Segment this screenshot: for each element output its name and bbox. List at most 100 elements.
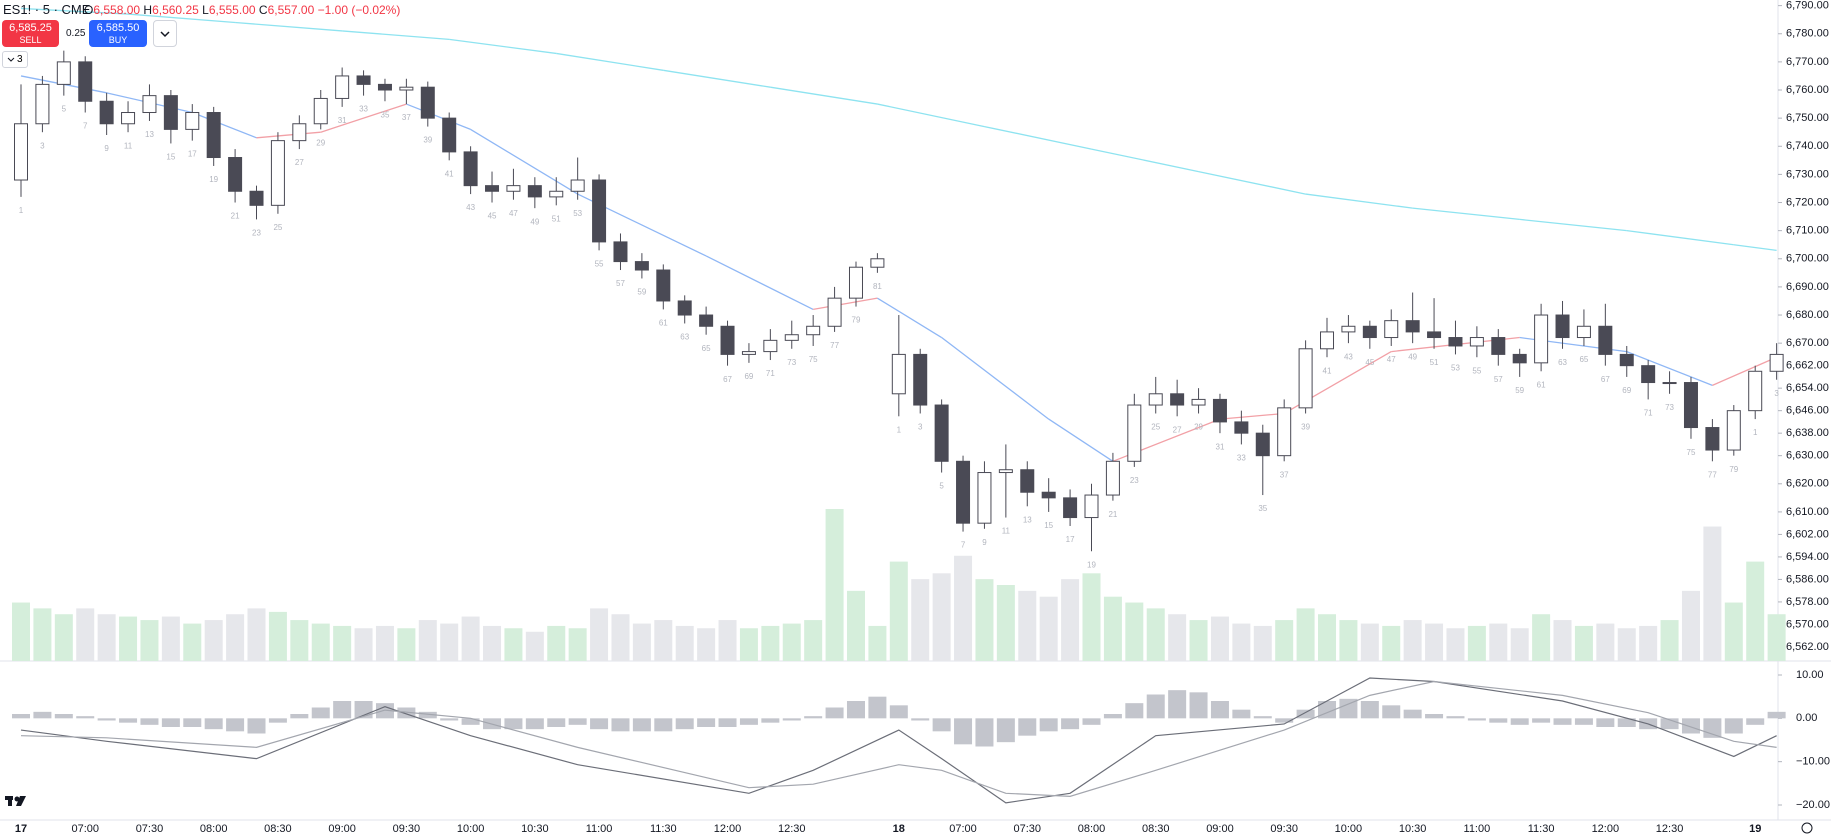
candle-body xyxy=(1320,331,1335,350)
bar-number: 11 xyxy=(1002,527,1011,536)
candle-body xyxy=(1191,398,1206,406)
volume-bar xyxy=(911,579,930,661)
candle-body xyxy=(14,123,28,181)
macd-histogram xyxy=(418,711,437,719)
bar-number: 35 xyxy=(1258,504,1267,513)
bar-number: 37 xyxy=(402,113,411,122)
y-tick-label: 6,790.00 xyxy=(1786,0,1829,12)
order-menu[interactable] xyxy=(153,20,177,47)
volume-bar xyxy=(33,608,52,661)
buy-button[interactable]: 6,585.50 BUY xyxy=(89,20,147,47)
bar-number: 71 xyxy=(1644,409,1653,418)
candle-body xyxy=(1277,407,1292,457)
y-tick-label: −20.00 xyxy=(1796,799,1830,811)
candle-body xyxy=(99,100,114,125)
macd-histogram xyxy=(1125,703,1144,719)
bar-number: 17 xyxy=(188,150,197,159)
volume-bar xyxy=(1189,620,1208,661)
macd-histogram xyxy=(1275,718,1294,723)
y-tick-label: 6,730.00 xyxy=(1786,168,1829,180)
bar-number: 75 xyxy=(1687,448,1696,457)
volume-bar xyxy=(1125,602,1144,661)
bar-number: 35 xyxy=(381,110,390,119)
x-tick-label: 10:00 xyxy=(1335,823,1363,835)
bar-number: 3 xyxy=(1774,389,1779,398)
bar-number: 19 xyxy=(1087,560,1096,569)
volume-bar xyxy=(354,628,373,661)
bar-number: 53 xyxy=(573,209,582,218)
y-tick-label: 6,720.00 xyxy=(1786,196,1829,208)
bar-number: 43 xyxy=(1344,352,1353,361)
volume-bar xyxy=(418,620,437,661)
volume-bar xyxy=(1318,614,1337,661)
legend-key: C xyxy=(258,3,268,17)
macd-histogram xyxy=(654,718,673,732)
bar-number: 15 xyxy=(1044,521,1053,530)
macd-histogram xyxy=(119,718,138,723)
macd-histogram xyxy=(1360,701,1379,719)
candle-body xyxy=(848,266,863,299)
bar-number: 55 xyxy=(1472,366,1481,375)
volume-bar xyxy=(1681,590,1700,661)
x-tick-label: 12:30 xyxy=(778,823,806,835)
candle-body xyxy=(913,353,928,406)
bar-number: 39 xyxy=(1301,423,1310,432)
moving-average xyxy=(877,297,942,339)
volume-bar xyxy=(975,579,994,661)
x-tick-label: 08:00 xyxy=(1078,823,1106,835)
bar-number: 25 xyxy=(273,223,282,232)
settings-icon[interactable] xyxy=(1801,822,1813,834)
bar-number: 5 xyxy=(939,482,944,491)
candle-body xyxy=(1427,331,1442,339)
candle-body xyxy=(442,117,457,153)
macd-histogram xyxy=(718,718,737,727)
candle-body xyxy=(934,404,949,462)
candle-body xyxy=(35,83,50,125)
candle-body xyxy=(1105,460,1120,496)
y-tick-label: 6,690.00 xyxy=(1786,281,1829,293)
y-tick-label: 6,630.00 xyxy=(1786,450,1829,462)
candle-body xyxy=(870,258,885,268)
macd-histogram xyxy=(1446,716,1465,719)
macd-histogram xyxy=(161,718,180,727)
y-tick-label: 6,594.00 xyxy=(1786,551,1829,563)
y-tick-label: 6,638.00 xyxy=(1786,427,1829,439)
volume-bar xyxy=(1746,561,1765,661)
bar-number: 63 xyxy=(680,333,689,342)
volume-bar xyxy=(76,608,95,661)
macd-line xyxy=(20,677,1777,804)
bar-number: 9 xyxy=(104,144,109,153)
candle-body xyxy=(1512,353,1527,364)
volume-bar xyxy=(697,628,716,661)
volume-bar xyxy=(804,620,823,661)
volume-bar xyxy=(954,555,973,661)
candle-body xyxy=(142,95,157,114)
indicators-toggle[interactable]: 3 xyxy=(2,51,28,68)
x-tick-label: 09:30 xyxy=(393,823,421,835)
bar-number: 59 xyxy=(637,288,646,297)
macd-histogram xyxy=(204,718,223,730)
candle-body xyxy=(1491,337,1506,355)
bar-number: 39 xyxy=(423,136,432,145)
bar-number: 61 xyxy=(659,319,668,328)
y-tick-label: 6,586.00 xyxy=(1786,573,1829,585)
macd-histogram xyxy=(375,703,394,719)
candle-body xyxy=(399,86,414,91)
volume-bar xyxy=(440,623,459,661)
sell-button[interactable]: 6,585.25 SELL xyxy=(2,20,59,47)
volume-bar xyxy=(718,620,737,661)
candle-body xyxy=(463,151,478,187)
bar-number: 23 xyxy=(252,229,261,238)
volume-bar xyxy=(1574,625,1593,661)
bar-number: 37 xyxy=(1280,470,1289,479)
moving-average xyxy=(770,86,878,105)
macd-histogram xyxy=(1189,692,1208,719)
macd-histogram xyxy=(54,714,73,719)
bar-number: 73 xyxy=(787,358,796,367)
volume-bar xyxy=(1082,573,1101,661)
macd-histogram xyxy=(1467,718,1486,721)
bar-number: 33 xyxy=(1237,454,1246,463)
x-tick-label: 12:00 xyxy=(714,823,742,835)
moving-average xyxy=(406,103,471,130)
